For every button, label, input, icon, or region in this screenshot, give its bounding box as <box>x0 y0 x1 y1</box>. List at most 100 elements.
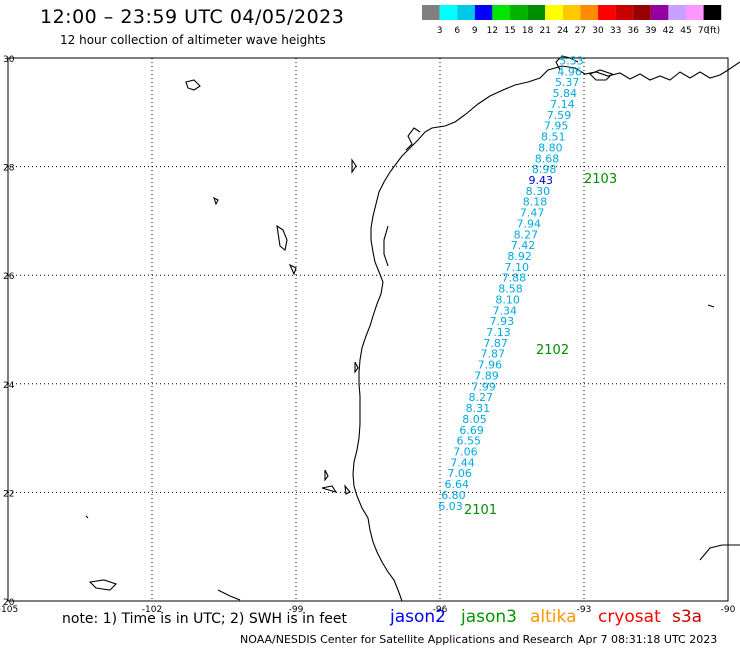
wave-height-value: 6.03 <box>438 500 463 513</box>
wave-height-value: 5.53 <box>559 55 584 68</box>
wave-height-value: 7.06 <box>447 467 472 480</box>
color-scale-label: 9 <box>472 26 478 36</box>
lat-tick-label: 26 <box>3 272 15 282</box>
color-scale: 3 6 9 12 15 18 21 24 27 30 33 36 39 42 45 70(ft) <box>422 5 722 36</box>
color-scale-swatch <box>562 5 581 20</box>
color-scale-label: 45 <box>680 26 691 36</box>
wave-height-value: 7.99 <box>471 380 496 393</box>
galveston-bay <box>405 127 421 151</box>
pass-number-label: 2102 <box>536 343 569 358</box>
color-scale-swatch <box>598 5 616 20</box>
gulf-coast-line <box>352 61 740 602</box>
lat-tick-label: 20 <box>3 598 15 608</box>
wave-height-value: 7.87 <box>483 337 508 350</box>
color-scale-label: 21 <box>539 26 550 36</box>
wave-height-value: 7.47 <box>520 207 545 220</box>
wave-height-value: 7.96 <box>478 359 503 372</box>
lat-lon-grid <box>8 58 728 601</box>
mississippi-delta <box>555 55 579 71</box>
page-title: 12:00 – 23:59 UTC 04/05/2023 <box>40 6 345 28</box>
color-scale-swatch <box>422 5 440 20</box>
wave-height-value: 8.58 <box>498 283 523 296</box>
color-scale-swatch <box>527 5 546 20</box>
color-scale-swatch <box>510 5 528 20</box>
inland-lake-8 <box>344 484 351 495</box>
wave-height-value: 5.37 <box>555 76 580 89</box>
color-scale-swatch <box>668 5 686 20</box>
color-scale-label: 6 <box>454 26 460 36</box>
color-scale-swatch <box>686 5 704 20</box>
color-scale-label: 12 <box>487 26 498 36</box>
page-subtitle: 12 hour collection of altimeter wave hei… <box>60 33 326 47</box>
wave-height-value: 7.88 <box>502 272 527 285</box>
lat-tick-label: 30 <box>3 55 15 65</box>
color-scale-swatch <box>650 5 669 20</box>
wave-height-value: 8.80 <box>538 141 563 154</box>
satellite-cryosat: cryosat <box>598 607 661 627</box>
wave-height-value: 7.14 <box>550 98 575 111</box>
wave-height-value: 6.69 <box>459 424 484 437</box>
inland-lake-6 <box>324 469 329 482</box>
island-1 <box>88 579 118 591</box>
inland-lake-7 <box>321 485 338 493</box>
color-scale-swatch <box>633 5 651 20</box>
inland-lake-1 <box>185 79 201 91</box>
inland-lake-5 <box>354 361 359 374</box>
wave-height-value: 6.80 <box>441 489 466 502</box>
color-scale-swatch <box>580 5 598 20</box>
color-scale-label: 42 <box>663 26 674 36</box>
color-scale-label: 27 <box>575 26 586 36</box>
wave-height-value: 7.95 <box>544 120 569 133</box>
altimeter-track: 5.534.965.375.847.147.597.958.518.808.68… <box>438 55 583 513</box>
coastline <box>85 55 740 602</box>
color-scale-swatch <box>545 5 563 20</box>
color-scale-swatch <box>492 5 510 20</box>
inland-lake-2 <box>276 224 288 251</box>
wave-height-value: 8.31 <box>466 402 491 415</box>
color-scale-swatch <box>703 5 722 20</box>
color-scale-label: 30 <box>592 26 604 36</box>
color-scale-swatch <box>474 5 493 20</box>
barrier-island <box>383 225 389 267</box>
color-scale-label: 33 <box>610 26 621 36</box>
axis-labels: -105 -102 -99 -96 -93 -90 30 28 26 24 22 20 <box>0 55 736 615</box>
wave-height-value: 8.18 <box>523 196 548 209</box>
color-scale-label: 39 <box>645 26 657 36</box>
satellite-jason2: jason2 <box>390 607 446 627</box>
color-scale-boxes <box>422 5 722 20</box>
color-scale-label: 3 <box>437 26 443 36</box>
island-3 <box>217 589 241 601</box>
color-scale-label: (ft) <box>707 26 721 36</box>
wave-height-value: 8.98 <box>532 163 557 176</box>
lat-tick-label: 24 <box>3 381 15 391</box>
satellite-altika: altika <box>530 607 577 627</box>
wave-height-value: 6.55 <box>457 435 482 448</box>
wave-height-value: 7.44 <box>450 456 475 469</box>
wave-height-value: 7.13 <box>486 326 511 339</box>
color-scale-label: 15 <box>504 26 515 36</box>
wave-height-value: 8.27 <box>514 228 539 241</box>
wave-height-value: 4.96 <box>557 65 582 78</box>
color-scale-label: 24 <box>557 26 569 36</box>
lat-tick-label: 22 <box>3 489 14 499</box>
color-scale-label: 70 <box>698 26 710 36</box>
wave-height-value: 8.27 <box>469 391 494 404</box>
wave-height-value: 8.92 <box>507 250 532 263</box>
lon-tick-label: -105 <box>0 605 18 615</box>
lat-tick-label: 28 <box>3 164 15 174</box>
wave-height-value: 8.51 <box>541 131 566 144</box>
satellite-jason3: jason3 <box>461 607 517 627</box>
wave-height-value: 7.42 <box>511 239 536 252</box>
color-scale-label: 18 <box>522 26 534 36</box>
wave-height-value: 8.68 <box>535 152 560 165</box>
wave-height-value: 7.34 <box>493 304 518 317</box>
lon-tick-label: -93 <box>577 605 592 615</box>
wave-height-value: 7.59 <box>547 109 572 122</box>
island-2 <box>85 515 89 519</box>
lon-tick-label: -96 <box>433 605 448 615</box>
footer-note: note: 1) Time is in UTC; 2) SWH is in fe… <box>62 611 348 627</box>
satellite-s3a: s3a <box>672 607 703 627</box>
wave-height-value: 8.10 <box>495 293 520 306</box>
wave-height-value: 5.84 <box>553 87 578 100</box>
